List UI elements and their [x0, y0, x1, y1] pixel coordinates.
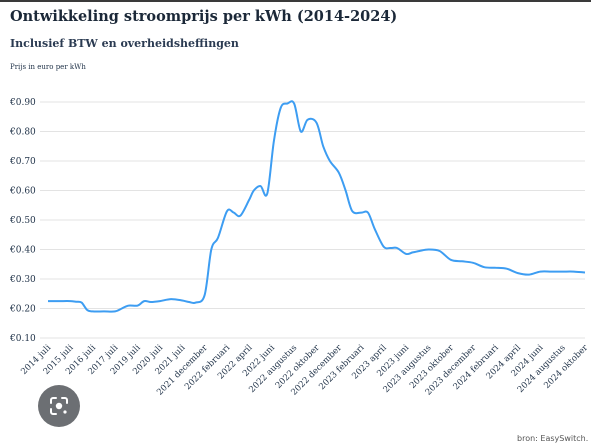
y-tick-label: €0.80 — [9, 128, 36, 138]
chart-subtitle: Inclusief BTW en overheidsheffingen — [10, 37, 239, 50]
lens-icon — [50, 397, 68, 415]
price-line — [48, 100, 586, 313]
y-tick-label: €0.50 — [9, 216, 36, 226]
y-tick-label: €0.70 — [9, 157, 36, 167]
grid-lines — [40, 101, 585, 339]
y-tick-label: €0.90 — [9, 98, 36, 108]
y-axis-ticks: €0.10 €0.20 €0.30 €0.40 €0.50 €0.60 €0.70 €0.80… — [9, 98, 36, 344]
chart-title: Ontwikkeling stroomprijs per kWh (2014-2… — [10, 8, 398, 25]
y-tick-label: €0.60 — [9, 187, 36, 197]
y-tick-label: €0.10 — [9, 334, 36, 344]
lens-button[interactable] — [38, 385, 80, 427]
y-tick-label: €0.20 — [9, 305, 36, 315]
y-tick-label: €0.30 — [9, 275, 36, 285]
y-axis-label: Prijs in euro per kWh — [10, 63, 86, 71]
top-rule — [0, 0, 591, 2]
y-tick-label: €0.40 — [9, 246, 36, 256]
source-note: bron: EasySwitch. — [517, 434, 589, 443]
series-layer — [48, 100, 586, 313]
